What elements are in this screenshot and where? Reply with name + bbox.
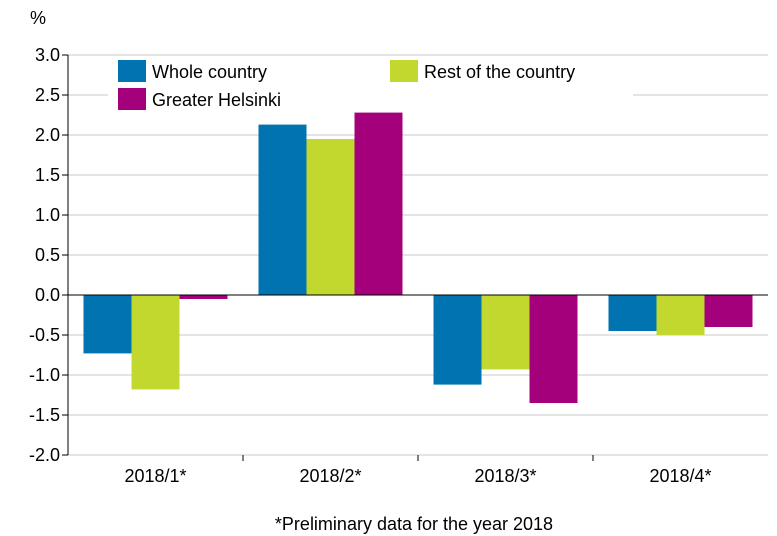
legend-label: Greater Helsinki — [152, 90, 281, 110]
legend-swatch — [118, 60, 146, 82]
y-tick-label: 3.0 — [35, 45, 60, 65]
bar — [433, 295, 482, 385]
bar — [354, 112, 403, 295]
bar — [83, 295, 132, 354]
bar — [306, 139, 355, 295]
y-tick-label: 2.5 — [35, 85, 60, 105]
y-tick-label: 2.0 — [35, 125, 60, 145]
x-category-label: 2018/2* — [299, 466, 361, 486]
y-tick-label: -1.0 — [29, 365, 60, 385]
y-tick-label: 1.0 — [35, 205, 60, 225]
y-tick-label: -2.0 — [29, 445, 60, 465]
bar — [179, 295, 228, 299]
axes: 3.0 2.5 2.0 1.5 1.0 0.5 0.0 -0.5 -1.0 -1.5 -2.0 201… — [29, 45, 768, 486]
gridlines — [68, 54, 768, 456]
bar — [608, 295, 657, 331]
x-category-label: 2018/3* — [474, 466, 536, 486]
y-tick-label: -1.5 — [29, 405, 60, 425]
x-category-label: 2018/1* — [124, 466, 186, 486]
legend-background — [108, 56, 633, 112]
y-tick-label: -0.5 — [29, 325, 60, 345]
bar — [258, 124, 307, 295]
y-axis-unit-label: % — [30, 8, 46, 28]
legend-label: Whole country — [152, 62, 267, 82]
legend-label: Rest of the country — [424, 62, 575, 82]
x-category-label: 2018/4* — [649, 466, 711, 486]
bar — [529, 295, 578, 403]
legend-swatch — [118, 88, 146, 110]
y-tick-label: 1.5 — [35, 165, 60, 185]
legend-swatch — [390, 60, 418, 82]
bars — [83, 112, 753, 403]
bar — [656, 295, 705, 335]
y-tick-label: 0.5 — [35, 245, 60, 265]
bar — [131, 295, 180, 390]
bar — [704, 295, 753, 327]
bar — [481, 295, 530, 370]
y-tick-label: 0.0 — [35, 285, 60, 305]
legend: Whole country Rest of the country Greater … — [108, 56, 633, 112]
footnote: *Preliminary data for the year 2018 — [275, 514, 553, 534]
